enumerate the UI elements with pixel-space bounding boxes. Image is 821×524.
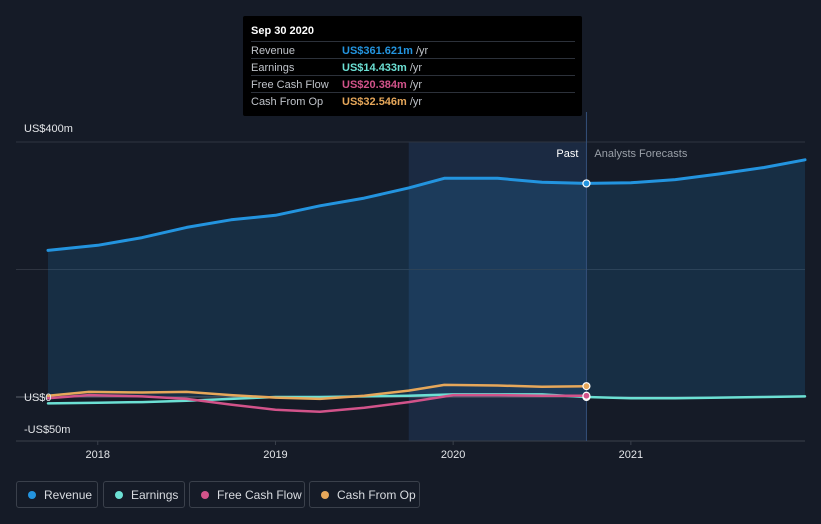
tooltip: Sep 30 2020 Revenue US$361.621m/yr Earni… — [243, 16, 582, 116]
free-cash-flow-marker — [582, 391, 591, 400]
free-cash-flow-line — [46, 393, 588, 413]
gridlines — [16, 141, 805, 442]
x-tick-label: 2018 — [86, 449, 110, 461]
tooltip-label: Cash From Op — [251, 96, 324, 108]
series-layer — [46, 158, 807, 413]
revenue-dot-icon — [28, 491, 36, 499]
revenue-line — [46, 158, 807, 252]
tooltip-row-revenue: Revenue US$361.621m/yr — [251, 41, 575, 59]
tooltip-label: Free Cash Flow — [251, 79, 329, 91]
earnings-line — [46, 393, 807, 405]
legend-item-free-cash-flow[interactable]: Free Cash Flow — [189, 481, 305, 508]
cash-from-op-marker — [582, 382, 591, 391]
legend-item-cash-from-op[interactable]: Cash From Op — [309, 481, 420, 508]
tooltip-label: Revenue — [251, 45, 296, 57]
tooltip-value: US$32.546m/yr — [342, 96, 423, 108]
current-markers — [582, 179, 591, 402]
cash-from-op-line — [46, 383, 588, 401]
x-tick-label: 2021 — [619, 449, 643, 461]
legend-label: Cash From Op — [337, 488, 416, 502]
legend-item-earnings[interactable]: Earnings — [103, 481, 185, 508]
x-tick-label: 2020 — [441, 449, 465, 461]
tooltip-value: US$361.621m/yr — [342, 45, 429, 57]
x-tick-label: 2019 — [263, 449, 287, 461]
forecast-label: Analysts Forecasts — [594, 148, 687, 160]
tooltip-value: US$14.433m/yr — [342, 62, 423, 74]
past-label: Past — [556, 148, 578, 160]
tooltip-row-earnings: Earnings US$14.433m/yr — [251, 58, 575, 76]
earnings-dot-icon — [115, 491, 123, 499]
legend-label: Free Cash Flow — [217, 488, 302, 502]
tooltip-date: Sep 30 2020 — [251, 25, 314, 37]
tooltip-value: US$20.384m/yr — [342, 79, 423, 91]
legend-label: Revenue — [44, 488, 93, 502]
free-cash-flow-dot-icon — [201, 491, 209, 499]
highlight-region — [408, 142, 587, 441]
y-tick-label: -US$50m — [24, 424, 70, 436]
tooltip-label: Earnings — [251, 62, 295, 74]
tooltip-row-cash-from-op: Cash From Op US$32.546m/yr — [251, 92, 575, 110]
legend-label: Earnings — [131, 488, 179, 502]
cash-from-op-dot-icon — [321, 491, 329, 499]
revenue-marker — [582, 179, 591, 188]
legend-item-revenue[interactable]: Revenue — [16, 481, 98, 508]
tooltip-row-free-cash-flow: Free Cash Flow US$20.384m/yr — [251, 75, 575, 93]
y-tick-label: US$400m — [24, 123, 73, 135]
revenue-area — [48, 159, 805, 397]
axes-layer: US$400m US$0 -US$50m 2018 2019 2020 2021 — [24, 123, 643, 461]
y-tick-label: US$0 — [24, 392, 52, 404]
